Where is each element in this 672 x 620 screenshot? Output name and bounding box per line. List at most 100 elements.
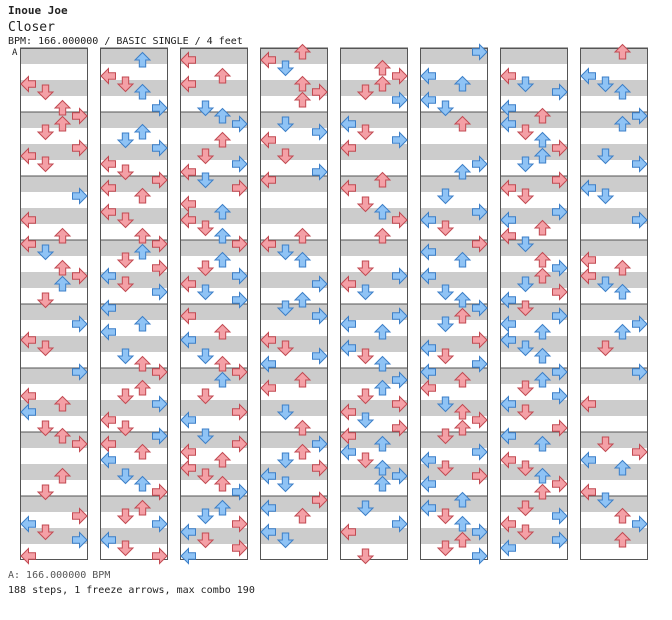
up-arrow-icon	[533, 347, 552, 364]
up-arrow-icon	[453, 491, 472, 508]
right-arrow-icon	[232, 403, 248, 421]
beat-stripe	[100, 368, 168, 384]
down-arrow-icon	[356, 500, 375, 517]
right-arrow-icon	[312, 83, 328, 101]
beat-stripe	[500, 48, 568, 64]
beat-stripe	[100, 240, 168, 256]
beat-stripe	[260, 272, 328, 288]
right-arrow-icon	[152, 99, 168, 117]
beat-stripe	[580, 240, 648, 256]
left-arrow-icon	[500, 99, 516, 117]
beat-stripe	[100, 272, 168, 288]
left-arrow-icon	[100, 203, 116, 221]
up-arrow-icon	[613, 83, 632, 100]
left-arrow-icon	[180, 331, 196, 349]
beat-stripe	[180, 528, 248, 544]
right-arrow-icon	[552, 171, 568, 189]
beat-stripe	[180, 432, 248, 448]
beat-stripe	[500, 400, 568, 416]
down-arrow-icon	[516, 124, 535, 141]
left-arrow-icon	[100, 435, 116, 453]
up-arrow-icon	[213, 203, 232, 220]
right-arrow-icon	[72, 187, 88, 205]
beat-stripe	[260, 432, 328, 448]
left-arrow-icon	[180, 523, 196, 541]
beat-stripe	[180, 176, 248, 192]
up-arrow-icon	[373, 355, 392, 372]
down-arrow-icon	[516, 276, 535, 293]
beat-stripe	[420, 336, 488, 352]
down-arrow-icon	[356, 348, 375, 365]
down-arrow-icon	[276, 476, 295, 493]
up-arrow-icon	[533, 267, 552, 284]
down-arrow-icon	[116, 76, 135, 93]
down-arrow-icon	[436, 428, 455, 445]
left-arrow-icon	[500, 515, 516, 533]
up-arrow-icon	[613, 259, 632, 276]
beat-stripe	[180, 400, 248, 416]
up-arrow-icon	[453, 515, 472, 532]
left-arrow-icon	[260, 235, 276, 253]
beat-stripe	[100, 112, 168, 128]
up-arrow-icon	[133, 83, 152, 100]
left-arrow-icon	[180, 163, 196, 181]
right-arrow-icon	[312, 491, 328, 509]
bpm-marker-label: A	[12, 48, 18, 58]
beat-stripe	[180, 48, 248, 64]
down-arrow-icon	[356, 452, 375, 469]
down-arrow-icon	[516, 76, 535, 93]
down-arrow-icon	[436, 316, 455, 333]
down-arrow-icon	[196, 428, 215, 445]
beat-stripe	[20, 112, 88, 128]
beat-stripe	[420, 80, 488, 96]
right-arrow-icon	[152, 427, 168, 445]
down-arrow-icon	[436, 348, 455, 365]
left-arrow-icon	[260, 379, 276, 397]
down-arrow-icon	[36, 292, 55, 309]
left-arrow-icon	[180, 51, 196, 69]
left-arrow-icon	[500, 211, 516, 229]
beat-stripe	[580, 432, 648, 448]
right-arrow-icon	[472, 299, 488, 317]
down-arrow-icon	[436, 100, 455, 117]
right-arrow-icon	[552, 139, 568, 157]
up-arrow-icon	[133, 51, 152, 68]
beat-stripe	[340, 208, 408, 224]
down-arrow-icon	[516, 236, 535, 253]
left-arrow-icon	[100, 155, 116, 173]
right-arrow-icon	[152, 515, 168, 533]
down-arrow-icon	[516, 380, 535, 397]
right-arrow-icon	[552, 387, 568, 405]
right-arrow-icon	[152, 547, 168, 565]
down-arrow-icon	[116, 164, 135, 181]
down-arrow-icon	[196, 468, 215, 485]
left-arrow-icon	[180, 275, 196, 293]
down-arrow-icon	[36, 156, 55, 173]
left-arrow-icon	[340, 403, 356, 421]
up-arrow-icon	[293, 443, 312, 460]
column-border	[20, 48, 88, 560]
beat-stripe	[500, 336, 568, 352]
beat-stripe	[20, 272, 88, 288]
down-arrow-icon	[516, 156, 535, 173]
up-arrow-icon	[293, 371, 312, 388]
beat-stripe	[260, 464, 328, 480]
up-arrow-icon	[133, 499, 152, 516]
down-arrow-icon	[276, 300, 295, 317]
beat-stripe	[500, 176, 568, 192]
beat-stripe	[340, 432, 408, 448]
beat-stripe	[580, 368, 648, 384]
down-arrow-icon	[116, 508, 135, 525]
up-arrow-icon	[213, 67, 232, 84]
beat-stripe	[100, 528, 168, 544]
right-arrow-icon	[232, 435, 248, 453]
beat-stripe	[580, 496, 648, 512]
beat-stripe	[580, 144, 648, 160]
left-arrow-icon	[100, 451, 116, 469]
up-arrow-icon	[213, 475, 232, 492]
beat-stripe	[20, 176, 88, 192]
down-arrow-icon	[276, 340, 295, 357]
beat-stripe	[340, 336, 408, 352]
up-arrow-icon	[533, 107, 552, 124]
